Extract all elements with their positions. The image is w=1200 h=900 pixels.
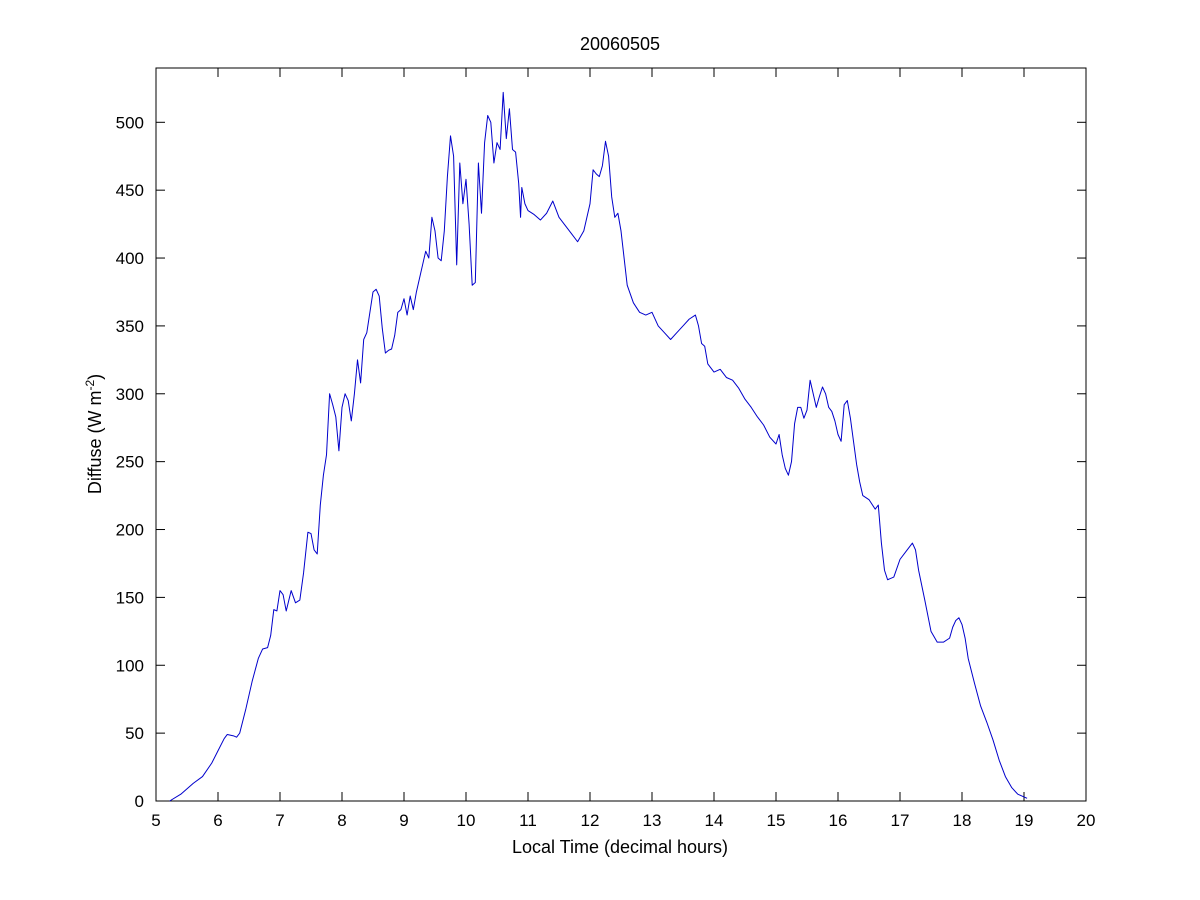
x-tick-label: 9: [399, 811, 408, 830]
y-tick-label: 350: [116, 317, 144, 336]
y-tick-label: 400: [116, 249, 144, 268]
plot-area-frame: [155, 67, 1087, 802]
chart-title: 20060505: [580, 34, 660, 54]
y-tick-label: 100: [116, 656, 144, 675]
series-layer: [169, 91, 1028, 802]
x-tick-label: 7: [275, 811, 284, 830]
x-tick-label: 11: [519, 811, 537, 830]
x-tick-label: 18: [953, 811, 972, 830]
y-axis-label-superscript: -2: [83, 379, 97, 390]
axis-ticks: 5 6 7 8 9 10 11 12 13 14 15 16 17 18 19 200501001502002…: [116, 68, 1096, 830]
x-tick-label: 17: [891, 811, 910, 830]
x-tick-label: 19: [1015, 811, 1034, 830]
x-tick-label: 8: [337, 811, 346, 830]
series-line-0: [169, 91, 1028, 802]
y-tick-label: 0: [135, 792, 144, 811]
y-tick-label: 50: [125, 724, 144, 743]
x-tick-label: 13: [643, 811, 662, 830]
x-tick-label: 20: [1077, 811, 1096, 830]
x-tick-label: 15: [767, 811, 786, 830]
y-tick-label: 250: [116, 453, 144, 472]
y-axis-label-end: ): [85, 374, 105, 380]
y-tick-label: 300: [116, 385, 144, 404]
x-tick-label: 6: [213, 811, 222, 830]
y-tick-label: 200: [116, 521, 144, 540]
y-tick-label: 450: [116, 181, 144, 200]
y-axis-label: Diffuse (W m-2): [83, 374, 105, 494]
x-tick-label: 12: [581, 811, 600, 830]
x-tick-label: 16: [829, 811, 848, 830]
y-tick-label: 150: [116, 588, 144, 607]
y-tick-label: 500: [116, 113, 144, 132]
x-tick-label: 5: [151, 811, 160, 830]
x-tick-label: 14: [705, 811, 724, 830]
y-axis-label-main: Diffuse (W m: [85, 390, 105, 494]
x-axis-label: Local Time (decimal hours): [512, 837, 728, 857]
x-tick-label: 10: [457, 811, 476, 830]
